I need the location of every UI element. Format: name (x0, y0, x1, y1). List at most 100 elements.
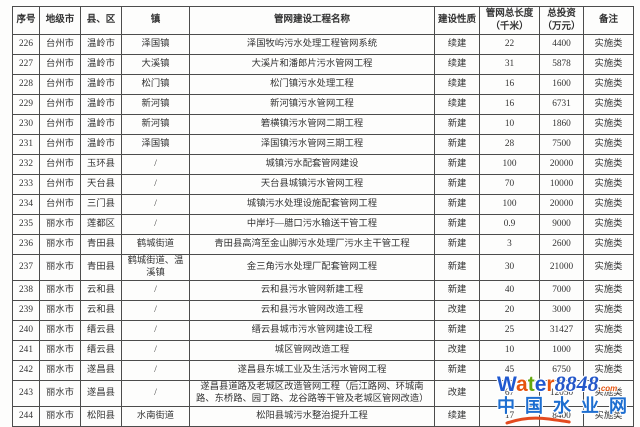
table-row: 243 丽水市 遂昌县 / 遂昌县道路及老城区改造管网工程（后江路网、环城南路、… (12, 380, 634, 408)
cell-remark: 实施类 (583, 134, 634, 155)
cell-length: 16 (479, 74, 540, 95)
cell-county: 云和县 (80, 280, 122, 302)
cell-project-name: 城镇污水配套管网建设 (189, 154, 435, 175)
cell-seq: 237 (12, 253, 40, 282)
cell-project-name: 松阳县城污水整治提升工程 (189, 406, 435, 427)
cell-county: 莲都区 (80, 214, 122, 235)
cell-town: / (121, 154, 190, 175)
cell-county: 松阳县 (80, 406, 122, 427)
table-row: 231 台州市 温岭市 泽国镇 泽国镇污水管网三期工程 新建 28 7500 实… (12, 134, 634, 155)
cell-county: 遂昌县 (80, 380, 122, 408)
cell-investment: 5878 (539, 54, 584, 75)
cell-city: 台州市 (39, 74, 81, 95)
cell-county: 天台县 (80, 174, 122, 195)
cell-county: 云和县 (80, 300, 122, 322)
cell-city: 丽水市 (39, 380, 81, 408)
cell-investment: 10000 (539, 174, 584, 195)
cell-length: 40 (479, 280, 540, 302)
cell-city: 台州市 (39, 134, 81, 155)
cell-seq: 227 (12, 54, 40, 75)
cell-build-type: 新建 (434, 360, 480, 382)
col-header-remark: 备注 (583, 6, 634, 35)
cell-county: 缙云县 (80, 340, 122, 362)
table-row: 238 丽水市 云和县 / 云和县污水管网新建工程 新建 40 7000 实施类 (12, 280, 634, 302)
cell-project-name: 箬横镇污水管网二期工程 (189, 114, 435, 135)
col-header-seq: 序号 (12, 6, 40, 35)
cell-length: 16 (479, 94, 540, 115)
cell-town: / (121, 340, 190, 362)
cell-length: 30 (479, 253, 540, 282)
cell-project-name: 新河镇污水管网工程 (189, 94, 435, 115)
cell-town: / (121, 320, 190, 342)
cell-length: 70 (479, 174, 540, 195)
cell-seq: 231 (12, 134, 40, 155)
cell-build-type: 新建 (434, 234, 480, 255)
cell-investment: 9000 (539, 214, 584, 235)
cell-remark: 实施类 (583, 253, 634, 282)
table-body: 226 台州市 温岭市 泽国镇 泽国牧屿污水处理工程管网系统 续建 22 440… (12, 34, 634, 427)
cell-length: 67 (479, 380, 540, 408)
table-header-row: 序号 地级市 县、区 镇 管网建设工程名称 建设性质 管网总长度 （千米） 总投… (12, 6, 634, 35)
cell-city: 丽水市 (39, 214, 81, 235)
cell-build-type: 新建 (434, 253, 480, 282)
cell-investment: 31427 (539, 320, 584, 342)
cell-seq: 233 (12, 174, 40, 195)
cell-length: 10 (479, 114, 540, 135)
cell-city: 台州市 (39, 114, 81, 135)
cell-town: / (121, 380, 190, 408)
cell-town: / (121, 174, 190, 195)
cell-county: 温岭市 (80, 134, 122, 155)
cell-investment: 2600 (539, 234, 584, 255)
cell-length: 100 (479, 194, 540, 215)
cell-length: 20 (479, 300, 540, 322)
cell-investment: 1600 (539, 74, 584, 95)
cell-remark: 实施类 (583, 194, 634, 215)
cell-city: 丽水市 (39, 340, 81, 362)
cell-county: 遂昌县 (80, 360, 122, 382)
cell-city: 丽水市 (39, 360, 81, 382)
cell-remark: 实施类 (583, 406, 634, 427)
cell-project-name: 金三角污水处理厂配套管网工程 (189, 253, 435, 282)
cell-town: 新河镇 (121, 114, 190, 135)
table-row: 237 丽水市 青田县 鹤城街道、温溪镇 金三角污水处理厂配套管网工程 新建 3… (12, 253, 634, 282)
cell-remark: 实施类 (583, 234, 634, 255)
cell-city: 台州市 (39, 34, 81, 55)
cell-investment: 6750 (539, 360, 584, 382)
col-header-town: 镇 (121, 6, 190, 35)
table-row: 244 丽水市 松阳县 水南街道 松阳县城污水整治提升工程 续建 17 8400… (12, 406, 634, 427)
cell-build-type: 改建 (434, 300, 480, 322)
cell-town: 泽国镇 (121, 34, 190, 55)
cell-seq: 232 (12, 154, 40, 175)
cell-remark: 实施类 (583, 94, 634, 115)
table-row: 241 丽水市 缙云县 / 城区管网改造工程 改建 10 1000 实施类 (12, 340, 634, 362)
cell-seq: 235 (12, 214, 40, 235)
table-row: 227 台州市 温岭市 大溪镇 大溪片和潘郎片污水管网工程 续建 31 5878… (12, 54, 634, 75)
cell-town: 鹤城街道、温溪镇 (121, 253, 190, 282)
cell-investment: 3000 (539, 300, 584, 322)
cell-town: / (121, 360, 190, 382)
cell-build-type: 改建 (434, 340, 480, 362)
table-row: 236 丽水市 青田县 鹤城街道 青田县高湾至金山脚污水处理厂污水主干管工程 新… (12, 234, 634, 255)
cell-investment: 20000 (539, 154, 584, 175)
cell-project-name: 大溪片和潘郎片污水管网工程 (189, 54, 435, 75)
cell-seq: 244 (12, 406, 40, 427)
cell-city: 台州市 (39, 174, 81, 195)
cell-town: / (121, 214, 190, 235)
cell-investment: 6731 (539, 94, 584, 115)
cell-seq: 243 (12, 380, 40, 408)
cell-seq: 228 (12, 74, 40, 95)
cell-investment: 1860 (539, 114, 584, 135)
cell-length: 10 (479, 340, 540, 362)
cell-project-name: 云和县污水管网新建工程 (189, 280, 435, 302)
cell-seq: 241 (12, 340, 40, 362)
cell-seq: 242 (12, 360, 40, 382)
cell-project-name: 泽国镇污水管网三期工程 (189, 134, 435, 155)
cell-length: 3 (479, 234, 540, 255)
cell-length: 31 (479, 54, 540, 75)
cell-project-name: 天台县城镇污水管网工程 (189, 174, 435, 195)
cell-town: 松门镇 (121, 74, 190, 95)
cell-town: 泽国镇 (121, 134, 190, 155)
cell-town: / (121, 300, 190, 322)
cell-seq: 229 (12, 94, 40, 115)
cell-county: 青田县 (80, 253, 122, 282)
